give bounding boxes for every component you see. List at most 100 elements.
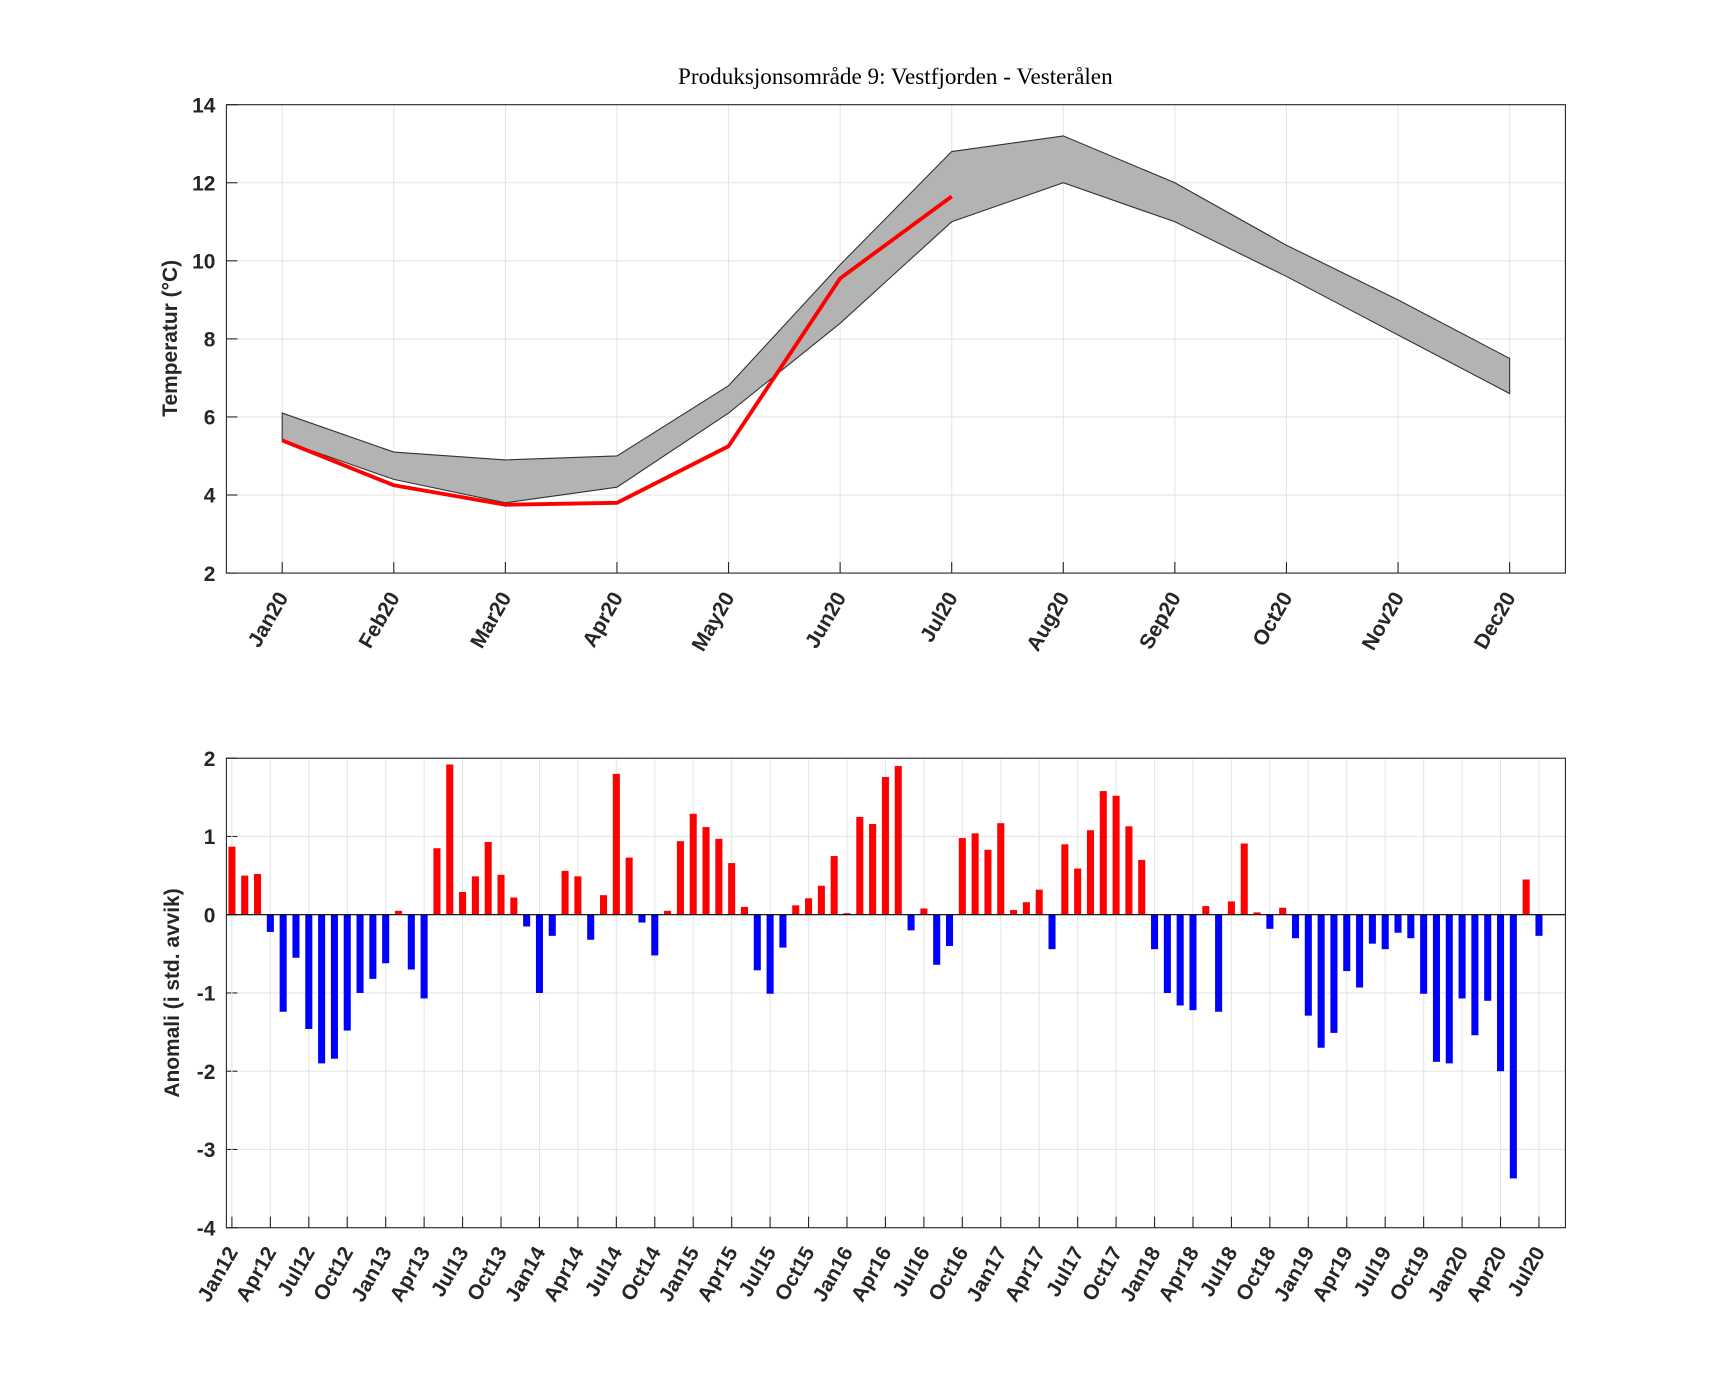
x-tick-label: Jun20 <box>801 588 851 652</box>
y-tick-label: 8 <box>204 329 216 352</box>
bar <box>433 848 441 915</box>
bar <box>676 841 684 915</box>
bar <box>1291 914 1300 939</box>
bar <box>805 898 813 915</box>
bar <box>612 773 620 915</box>
x-tick-label: Jul20 <box>1503 1243 1550 1301</box>
bar <box>971 833 979 915</box>
bar <box>1458 914 1466 999</box>
bar <box>1394 914 1402 933</box>
bar <box>907 914 915 931</box>
x-tick-label: Oct20 <box>1248 588 1297 650</box>
bar <box>894 766 902 915</box>
bar <box>600 895 608 915</box>
bar <box>561 870 569 915</box>
x-tick-label: May20 <box>688 588 740 655</box>
bar <box>1420 914 1428 994</box>
bar <box>1484 914 1492 1001</box>
bar <box>664 910 672 915</box>
bar <box>1010 910 1018 915</box>
bar <box>1368 914 1376 944</box>
bar <box>1509 914 1517 1179</box>
bar <box>254 874 262 915</box>
bar <box>817 885 825 915</box>
x-tick-label: Dec20 <box>1470 588 1521 653</box>
bar <box>1330 914 1338 1033</box>
bar <box>343 914 351 1031</box>
bar <box>1151 914 1159 950</box>
bar <box>1035 889 1043 915</box>
bar <box>1022 902 1030 915</box>
bar <box>459 892 467 915</box>
bar <box>318 914 326 1064</box>
bar <box>715 838 723 915</box>
bar <box>1343 914 1351 972</box>
bar <box>740 906 749 915</box>
x-tick-label: Feb20 <box>355 588 405 652</box>
bar <box>869 823 877 915</box>
bar <box>420 914 428 999</box>
bar <box>945 914 954 947</box>
bar <box>984 849 992 915</box>
x-tick-label: Nov20 <box>1358 588 1409 654</box>
bar <box>382 914 390 964</box>
y-tick-label: -1 <box>197 983 216 1006</box>
bar <box>779 914 787 948</box>
bar <box>1432 914 1440 1062</box>
bar <box>1497 914 1505 1072</box>
bar <box>728 863 736 915</box>
bar <box>471 876 479 915</box>
bar <box>1112 795 1120 915</box>
y-tick-label: -4 <box>197 1217 216 1240</box>
y-tick-label: -2 <box>197 1061 216 1084</box>
bar <box>651 914 659 956</box>
bar <box>1304 914 1312 1016</box>
bar <box>446 764 454 915</box>
bar <box>1445 914 1453 1064</box>
bar <box>702 827 710 915</box>
bar <box>1215 914 1223 1012</box>
x-tick-label: Mar20 <box>466 588 516 652</box>
bar <box>1074 868 1082 915</box>
bar <box>292 914 300 958</box>
bar <box>638 914 646 923</box>
y-tick-label: 12 <box>192 172 215 195</box>
bar <box>881 777 889 915</box>
bar <box>356 914 364 993</box>
y-axis-label: Temperatur (°C) <box>159 260 182 417</box>
bar <box>484 841 492 915</box>
bar <box>1202 906 1210 915</box>
bar <box>753 914 761 971</box>
chart-title: Produksjonsområde 9: Vestfjorden - Veste… <box>678 64 1113 90</box>
bar <box>1163 914 1171 993</box>
bar <box>330 914 338 1059</box>
bar <box>1227 901 1235 915</box>
bar <box>241 875 249 915</box>
y-tick-label: 4 <box>204 485 216 508</box>
y-axis-label: Anomali (i std. avvik) <box>161 888 184 1097</box>
bar <box>279 914 287 1012</box>
y-tick-label: 14 <box>192 94 216 117</box>
bar <box>625 857 633 915</box>
bar <box>228 846 236 915</box>
bar <box>689 813 697 915</box>
bar <box>1266 914 1274 929</box>
bar <box>1061 844 1069 915</box>
bar <box>523 914 531 927</box>
bar <box>574 876 582 915</box>
bar <box>1189 914 1197 1011</box>
bar <box>843 913 851 915</box>
bar <box>587 914 595 940</box>
bar <box>1125 826 1133 915</box>
bar <box>1522 879 1530 915</box>
bar <box>394 910 403 915</box>
x-tick-label: Sep20 <box>1135 588 1186 653</box>
x-tick-label: Jan20 <box>244 588 294 651</box>
y-tick-label: 2 <box>204 748 216 771</box>
plot-frame <box>225 104 1566 574</box>
bar <box>830 856 838 915</box>
x-tick-label: Apr14 <box>539 1243 589 1306</box>
x-tick-label: Jul20 <box>916 588 963 646</box>
band <box>281 135 1511 504</box>
bar <box>1471 914 1479 1036</box>
